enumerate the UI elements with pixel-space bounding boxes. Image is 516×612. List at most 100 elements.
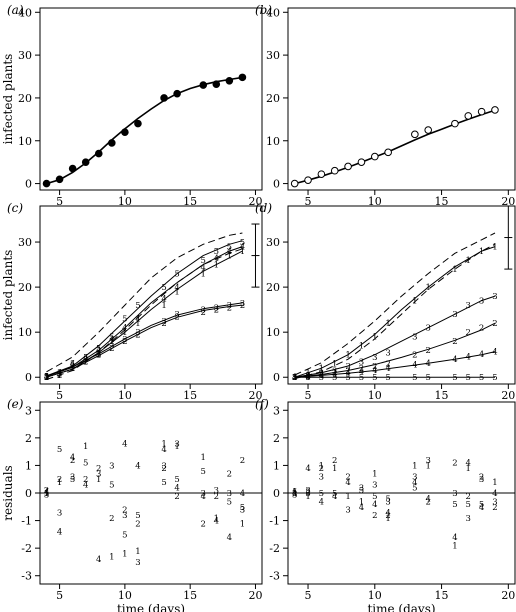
series-marker-d-4-8: 4 — [345, 369, 350, 379]
y-tick-label-b-30: 30 — [266, 49, 280, 62]
residual-marker-f-37: 1 — [412, 461, 417, 471]
series-marker-d-4-18: 4 — [479, 350, 484, 360]
series-marker-c-1-11: 1 — [135, 319, 140, 329]
series-marker-d-5-8: 5 — [345, 373, 350, 383]
series-marker-c-1-18: 1 — [227, 252, 232, 262]
y-tick-label-f-3: 3 — [273, 404, 280, 417]
residual-marker-f-42: 1 — [425, 461, 430, 471]
data-point-b-9 — [424, 126, 433, 134]
residual-marker-f-49: 1 — [452, 541, 457, 551]
series-marker-c-5-13: 5 — [161, 283, 166, 293]
residual-marker-f-34: 4 — [385, 508, 390, 518]
panel-label-e: (e) — [7, 397, 24, 411]
y-tick-label-f--2: -2 — [269, 542, 280, 555]
panel-label-c: (c) — [7, 201, 23, 215]
series-marker-c-4-10: 4 — [122, 324, 127, 334]
series-marker-d-1-14: 1 — [425, 283, 430, 293]
series-marker-c-3-5: 3 — [57, 370, 62, 380]
residual-marker-f-54: 3 — [466, 514, 471, 524]
residual-marker-f-33: 3 — [385, 497, 390, 507]
residual-marker-e-23: 5 — [109, 481, 114, 491]
data-point-a-1 — [55, 175, 64, 184]
y-tick-label-c-0: 0 — [25, 371, 32, 384]
residual-marker-e-48: 3 — [201, 489, 206, 499]
data-point-a-12 — [225, 77, 234, 85]
series-marker-c-3-7: 3 — [83, 355, 88, 365]
series-marker-d-1-13: 1 — [412, 297, 417, 307]
residual-marker-e-11: 2 — [70, 456, 75, 466]
series-marker-c-3-11: 3 — [135, 328, 140, 338]
residual-marker-f-35: 1 — [385, 514, 390, 524]
residual-marker-e-59: 2 — [240, 456, 245, 466]
residual-marker-f-60: 4 — [492, 489, 497, 499]
series-marker-c-3-13: 3 — [161, 317, 166, 327]
residual-marker-e-53: 1 — [214, 514, 219, 524]
residual-marker-e-43: 5 — [174, 475, 179, 485]
y-axis-label-a: infected plants — [1, 54, 15, 145]
series-marker-d-4-6: 4 — [319, 371, 324, 381]
series-marker-c-5-7: 5 — [83, 353, 88, 363]
y-tick-label-d-20: 20 — [266, 281, 280, 294]
series-marker-c-4-7: 4 — [83, 354, 88, 364]
data-point-a-2 — [68, 164, 77, 173]
series-marker-d-2-18: 2 — [479, 324, 484, 334]
series-marker-c-2-7: 2 — [83, 357, 88, 367]
series-marker-d-4-7: 4 — [332, 370, 337, 380]
residual-marker-e-61: 5 — [240, 503, 245, 513]
residual-marker-f-52: 2 — [466, 492, 471, 502]
data-point-a-7 — [134, 119, 142, 128]
series-marker-d-4-11: 4 — [385, 364, 390, 374]
series-marker-d-5-4: 5 — [292, 373, 297, 383]
series-marker-d-3-11: 3 — [385, 348, 390, 358]
series-marker-c-4-16: 4 — [201, 263, 206, 273]
series-marker-c-3-14: 3 — [174, 310, 179, 320]
series-marker-d-2-7: 2 — [332, 369, 337, 379]
series-marker-c-5-9: 5 — [109, 333, 114, 343]
residual-marker-f-5: 4 — [305, 464, 310, 474]
residual-marker-e-4: 5 — [44, 489, 49, 499]
residual-marker-e-54: 4 — [214, 517, 219, 527]
residual-marker-e-2: 3 — [44, 490, 49, 500]
series-marker-d-5-6: 5 — [319, 373, 324, 383]
residual-marker-e-38: 3 — [161, 461, 166, 471]
series-curve-c-1 — [46, 250, 243, 378]
y-tick-label-f-0: 0 — [273, 487, 280, 500]
data-point-a-6 — [121, 128, 129, 136]
y-tick-label-e-2: 2 — [25, 432, 32, 445]
residual-marker-f-24: 5 — [359, 486, 364, 496]
residual-marker-f-62: 2 — [492, 503, 497, 513]
residual-marker-f-58: 5 — [479, 500, 484, 510]
series-curve-d-3 — [294, 295, 496, 378]
x-tick-label-f-5: 5 — [305, 589, 312, 602]
y-tick-label-a-40: 40 — [18, 6, 32, 19]
series-marker-c-3-19: 3 — [240, 299, 245, 309]
x-tick-label-e-10: 10 — [118, 589, 132, 602]
series-marker-c-1-4: 1 — [44, 373, 49, 383]
series-marker-c-4-9: 4 — [109, 335, 114, 345]
residual-marker-f-50: 4 — [466, 459, 471, 469]
series-marker-d-2-4: 2 — [292, 373, 297, 383]
series-marker-d-1-11: 1 — [385, 319, 390, 329]
residual-marker-e-51: 3 — [214, 486, 219, 496]
series-marker-d-3-14: 3 — [425, 324, 430, 334]
series-marker-d-4-16: 4 — [452, 355, 457, 365]
series-marker-c-4-8: 4 — [96, 346, 101, 356]
series-marker-d-5-13: 5 — [412, 373, 417, 383]
residual-marker-f-44: 2 — [425, 497, 430, 507]
x-tick-label-c-5: 5 — [56, 389, 63, 402]
residual-marker-e-16: 2 — [83, 475, 88, 485]
residual-marker-e-40: 5 — [161, 478, 166, 488]
data-point-a-0 — [42, 179, 51, 188]
residual-marker-e-55: 2 — [227, 470, 232, 480]
residual-marker-f-20: 4 — [345, 478, 350, 488]
plot-frame-a — [39, 7, 263, 191]
y-tick-label-e-0: 0 — [25, 487, 32, 500]
y-tick-label-c-30: 30 — [18, 236, 32, 249]
series-marker-c-3-9: 3 — [109, 342, 114, 352]
residual-marker-e-25: 1 — [109, 552, 114, 562]
x-tick-label-b-10: 10 — [368, 195, 382, 208]
x-tick-label-b-5: 5 — [305, 195, 312, 208]
residual-marker-f-14: 5 — [319, 489, 324, 499]
residual-marker-e-18: 2 — [96, 464, 101, 474]
residual-marker-e-33: 2 — [135, 519, 140, 529]
